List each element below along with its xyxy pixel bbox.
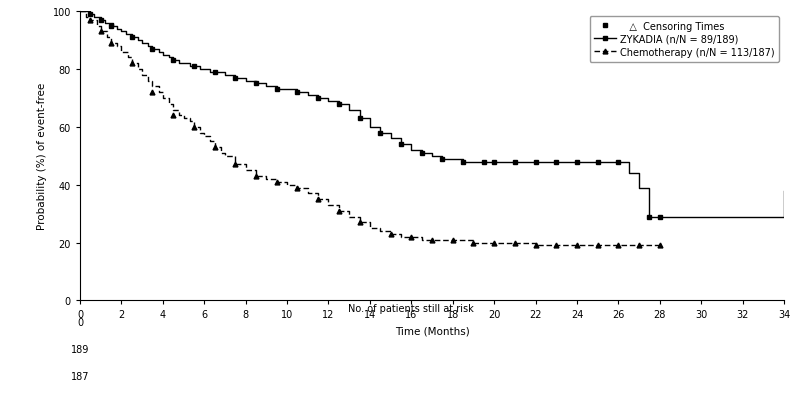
- Legend:    △  Censoring Times, ZYKADIA (n/N = 89/189), Chemotherapy (n/N = 113/187): △ Censoring Times, ZYKADIA (n/N = 89/189…: [590, 17, 779, 62]
- X-axis label: Time (Months): Time (Months): [394, 325, 470, 335]
- Text: 0: 0: [77, 317, 83, 327]
- Y-axis label: Probability (%) of event-free: Probability (%) of event-free: [37, 83, 47, 230]
- Text: 189: 189: [71, 344, 89, 354]
- Text: No. of patients still at risk: No. of patients still at risk: [347, 304, 474, 313]
- Text: 187: 187: [70, 371, 90, 381]
